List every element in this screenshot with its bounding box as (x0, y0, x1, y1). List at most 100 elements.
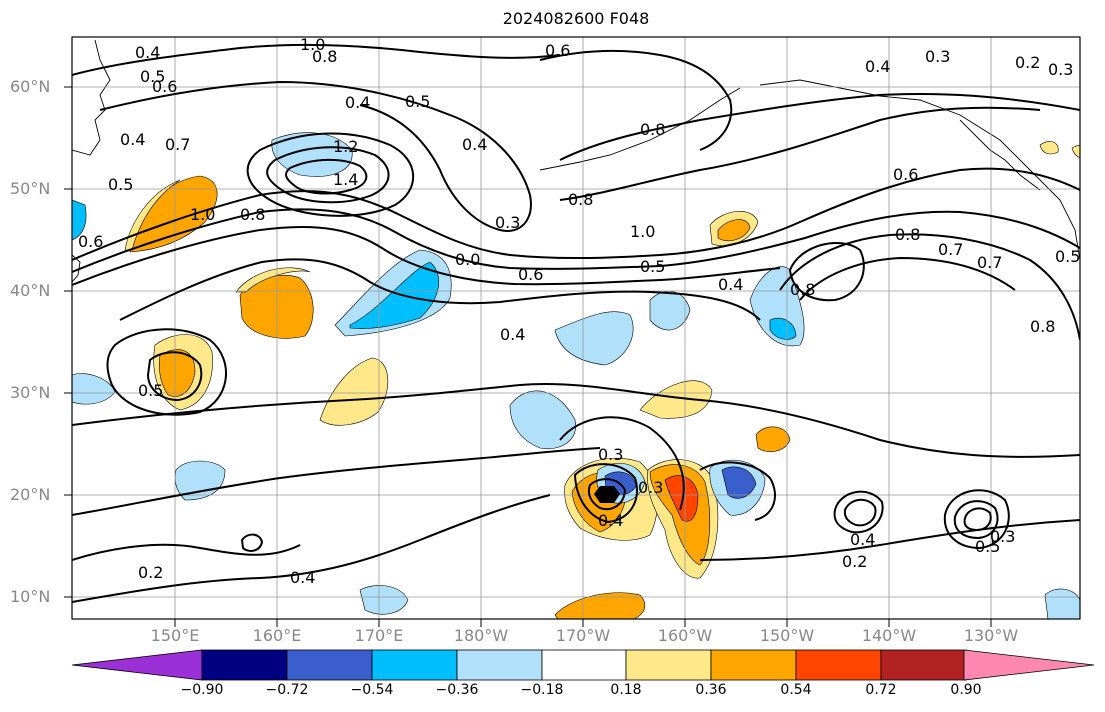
contour-label: 0.4 (290, 568, 315, 587)
lon-label: 140°W (861, 626, 917, 645)
colorbar-cell (71, 649, 203, 681)
contour-tc-3 (559, 416, 685, 511)
contour-label: 0.4 (462, 135, 487, 154)
colorbar-tick-label: 0.36 (695, 682, 727, 698)
contour-ring-e2 (843, 498, 877, 527)
contour-label: 0.4 (120, 130, 145, 149)
contour-west-ring2 (146, 351, 203, 402)
plot-title: 2024082600 F048 (502, 9, 650, 28)
colorbar-tick-label: 0.18 (610, 682, 642, 698)
shade-blue-w-coast (72, 373, 116, 405)
contour-jet-2 (72, 208, 1080, 273)
shade-yellow-c (319, 357, 389, 426)
lon-label: 160°W (657, 626, 713, 645)
contour-label: 0.2 (842, 552, 867, 571)
contour-south-1 (699, 519, 1080, 561)
contour-label: 0.7 (977, 253, 1002, 272)
contour-ring-e1 (833, 490, 884, 534)
colorbar-cell (625, 649, 712, 681)
map-panel: 1.0 0.8 0.4 0.5 0.6 0.4 0.7 0.4 0.5 0.6 … (72, 35, 1080, 619)
lat-label: 40°N (10, 281, 51, 300)
shade-orange-south (554, 592, 645, 619)
contour-label-layer: 1.0 0.8 0.4 0.5 0.6 0.4 0.7 0.4 0.5 0.6 … (78, 35, 1080, 587)
contour-label: 0.5 (975, 537, 1000, 556)
shade-blue-hi-n (649, 291, 691, 331)
contour-label: 0.8 (640, 120, 665, 139)
shade-yellow-nw-edge (124, 179, 181, 251)
contour-label: 0.5 (138, 381, 163, 400)
shade-cyan-east (769, 317, 797, 340)
contour-label: 0.7 (165, 135, 190, 154)
contour-jet-1 (72, 167, 1080, 261)
contour-label: 1.4 (333, 170, 358, 189)
contour-ring-c (285, 158, 368, 195)
contour-label: 0.2 (138, 563, 163, 582)
contour-label: 0.3 (598, 445, 623, 464)
contour-ring-b (266, 146, 390, 204)
cyclone-center-marker (594, 486, 620, 503)
contour-label: 0.4 (850, 530, 875, 549)
contour-label: 0.3 (925, 47, 950, 66)
lon-label: 150°W (759, 626, 815, 645)
contour-label: 0.3 (638, 478, 663, 497)
coast-aleutians (539, 87, 741, 171)
contour-sub-3 (72, 494, 551, 603)
contour-ring-f1 (943, 489, 1010, 550)
contour-north-1 (72, 43, 561, 76)
colorbar-cell (795, 649, 882, 681)
shade-blue-small-w (174, 460, 226, 501)
contour-jet-4 (119, 258, 761, 321)
colorbar-cell (963, 649, 1095, 681)
contour-hi-1 (699, 461, 776, 521)
map-frame (71, 36, 1081, 620)
contour-label: 1.0 (190, 205, 215, 224)
shade-yellow-hi-n (639, 380, 713, 419)
contour-ring-a (246, 132, 415, 217)
contour-tc-2 (587, 478, 627, 510)
coast-alaska (759, 79, 1080, 261)
colorbar-tick-label: 0.72 (865, 682, 897, 698)
contour-label: 0.4 (135, 43, 160, 62)
contour-aleut-1 (559, 92, 1080, 161)
contour-label: 0.8 (240, 205, 265, 224)
shade-orange-hi-se (755, 426, 791, 453)
contour-north-2 (99, 80, 532, 232)
colorbar-tick-label: 0.54 (780, 682, 812, 698)
contour-label: 0.0 (455, 250, 480, 269)
contour-aleut-2 (559, 106, 1041, 201)
contour-label: 0.7 (938, 240, 963, 259)
contour-label: 1.0 (300, 35, 325, 54)
shade-blue-dtc (509, 390, 577, 450)
contour-label: 0.6 (78, 232, 103, 251)
colorbar-tick-label: −0.36 (435, 682, 479, 698)
contour-label: 0.4 (598, 511, 623, 530)
contour-label: 0.5 (140, 67, 165, 86)
contour-ring-g (240, 533, 264, 552)
contour-gulf-2 (799, 256, 1016, 301)
shade-yellow-ne (1039, 141, 1059, 155)
contour-gulf-1 (779, 233, 1080, 341)
shade-darkblue-hi-e (721, 466, 757, 499)
contour-label: 0.3 (1048, 60, 1073, 79)
colorbar-tick-label: −0.72 (265, 682, 309, 698)
contour-label: 0.3 (990, 527, 1015, 546)
lat-label: 20°N (10, 485, 51, 504)
shade-blue-nw (271, 132, 353, 177)
contour-label: 0.3 (495, 213, 520, 232)
colorbar-cell (880, 649, 967, 681)
contour-label: 0.4 (500, 325, 525, 344)
contour-north-3 (539, 49, 733, 151)
shade-blue-dtc2 (554, 311, 634, 366)
shade-orange-east-n (717, 219, 751, 241)
contour-label: 0.6 (545, 41, 570, 60)
contour-label: 0.6 (893, 165, 918, 184)
shade-blue-se (1044, 588, 1080, 619)
shade-yellow-mid (235, 267, 311, 293)
contour-label: 0.4 (865, 57, 890, 76)
lon-label: 150°E (150, 626, 200, 645)
lon-label: 170°E (354, 626, 404, 645)
colorbar-cell (371, 649, 458, 681)
shade-blue-far-sw (359, 585, 409, 615)
contour-label: 0.8 (568, 190, 593, 209)
contour-label: 0.6 (152, 77, 177, 96)
